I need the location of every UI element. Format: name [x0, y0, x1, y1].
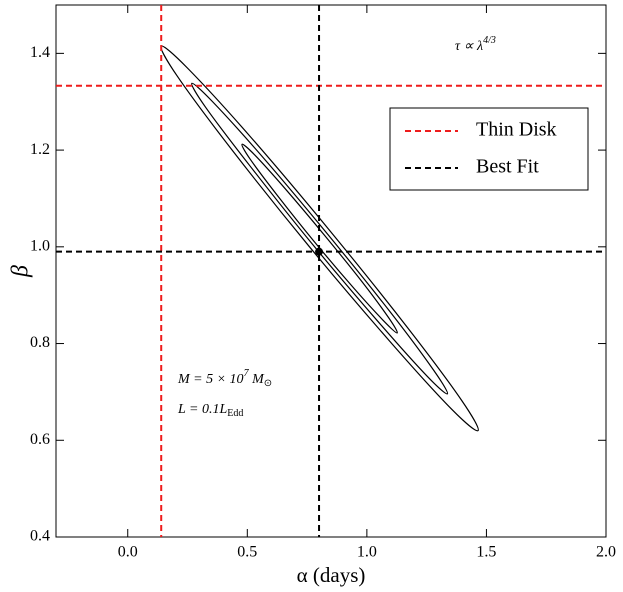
annotation-text: L = 0.1L — [177, 402, 227, 417]
annotation: τ ∝ λ4/3 — [455, 35, 496, 54]
annotation: L = 0.1LEdd — [177, 402, 243, 419]
annotation-text: M — [249, 372, 266, 387]
contour — [241, 143, 398, 334]
annotation-sub: ⊙ — [264, 378, 272, 389]
y-tick-label: 1.0 — [30, 237, 50, 254]
plot-frame — [55, 4, 607, 538]
x-axis-label: α (days) — [297, 563, 366, 587]
x-tick-label: 0.0 — [118, 544, 138, 561]
contour — [191, 82, 449, 395]
y-tick-label: 0.8 — [30, 334, 50, 351]
y-tick-label: 0.4 — [30, 528, 50, 545]
x-tick-label: 2.0 — [596, 544, 616, 561]
annotation-sub: Edd — [227, 408, 243, 419]
legend-label: Best Fit — [476, 156, 539, 178]
annotation-sup: 4/3 — [483, 35, 496, 46]
annotation: M = 5 × 107 M⊙ — [177, 368, 272, 389]
annotation-text: τ ∝ λ — [455, 39, 483, 54]
legend-box — [389, 107, 589, 191]
annotation-sup: 7 — [244, 368, 250, 379]
best-fit-point — [315, 247, 324, 256]
legend-label: Thin Disk — [476, 119, 557, 141]
y-tick-label: 0.6 — [30, 431, 50, 448]
x-tick-label: 1.0 — [357, 544, 377, 561]
annotation-text: M = 5 × 10 — [177, 372, 244, 387]
y-axis-label: β — [8, 265, 34, 278]
y-tick-label: 1.2 — [30, 141, 50, 158]
x-tick-label: 1.5 — [476, 544, 496, 561]
y-tick-label: 1.4 — [30, 44, 50, 61]
x-tick-label: 0.5 — [237, 544, 257, 561]
